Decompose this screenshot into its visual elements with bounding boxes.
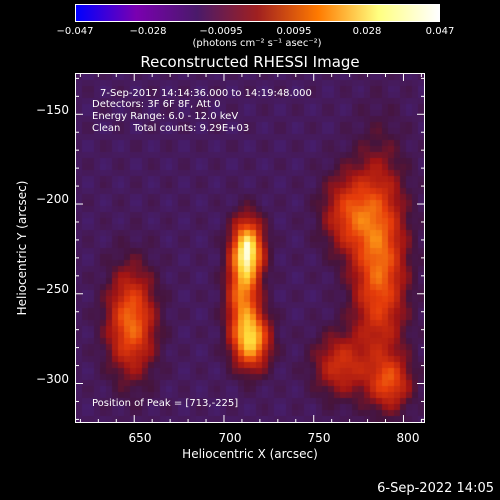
colorbar-tick: 0.047	[425, 26, 455, 37]
annotation-clean: Clean Total counts: 9.29E+03	[92, 123, 250, 134]
y-tick-label: −200	[36, 192, 69, 206]
annotation-detectors: Detectors: 3F 6F 8F, Att 0	[92, 99, 221, 110]
colorbar-unit: (photons cm⁻² s⁻¹ asec⁻²)	[192, 38, 322, 49]
colorbar-tick: 0.028	[352, 26, 382, 37]
x-tick-label: 750	[307, 431, 331, 445]
x-tick-label: 650	[128, 431, 152, 445]
x-tick-label: 800	[396, 431, 420, 445]
heatmap-image	[76, 74, 424, 422]
colorbar-tick: −0.0095	[199, 26, 243, 37]
plot-area	[75, 73, 425, 423]
x-axis-label: Heliocentric X (arcsec)	[182, 447, 318, 461]
y-tick-label: −250	[36, 282, 69, 296]
y-axis-label: Heliocentric Y (arcsec)	[15, 180, 29, 316]
colorbar-tick: −0.028	[129, 26, 167, 37]
annotation-energy: Energy Range: 6.0 - 12.0 keV	[92, 111, 239, 122]
chart-title: Reconstructed RHESSI Image	[140, 53, 360, 71]
annotation-time: 7-Sep-2017 14:14:36.000 to 14:19:48.000	[100, 88, 312, 99]
colorbar	[75, 4, 440, 22]
colorbar-tick: −0.047	[56, 26, 94, 37]
x-tick-label: 700	[218, 431, 242, 445]
colorbar-tick: 0.0095	[276, 26, 312, 37]
y-tick-label: −300	[36, 372, 69, 386]
annotation-peak: Position of Peak = [713,-225]	[92, 398, 239, 409]
y-tick-label: −150	[36, 103, 69, 117]
timestamp-footer: 6-Sep-2022 14:05	[377, 481, 494, 496]
